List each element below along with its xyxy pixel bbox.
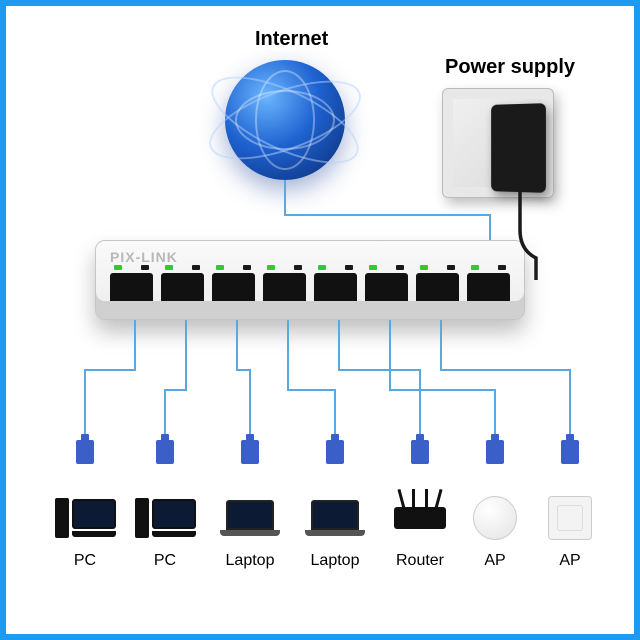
switch-port (365, 273, 408, 301)
device-label: PC (74, 552, 96, 570)
device-label: PC (154, 552, 176, 570)
internet-globe-icon (225, 60, 345, 180)
pc-icon (130, 495, 200, 540)
switch-port (263, 273, 306, 301)
ap-square-icon (535, 495, 605, 540)
device-label: Router (396, 552, 444, 570)
laptop-icon (300, 495, 370, 540)
device-label: AP (484, 552, 505, 570)
switch-port (467, 273, 510, 301)
device-label: Laptop (226, 552, 275, 570)
switch-port (416, 273, 459, 301)
switch-port (212, 273, 255, 301)
rj45-plug-icon (241, 440, 259, 464)
laptop-icon (215, 495, 285, 540)
rj45-plug-icon (76, 440, 94, 464)
rj45-plug-icon (411, 440, 429, 464)
switch-port-row (110, 273, 510, 301)
power-plug-icon (491, 103, 546, 193)
switch-port (161, 273, 204, 301)
pc-icon (50, 495, 120, 540)
router-icon (385, 495, 455, 540)
rj45-plug-icon (156, 440, 174, 464)
rj45-plug-icon (561, 440, 579, 464)
power-label: Power supply (445, 56, 575, 79)
device-label: AP (559, 552, 580, 570)
switch-brand: PIX-LINK (110, 249, 178, 265)
switch-port (110, 273, 153, 301)
switch-port (314, 273, 357, 301)
internet-label: Internet (255, 28, 328, 51)
device-label: Laptop (311, 552, 360, 570)
ap-round-icon (460, 495, 530, 540)
network-switch: PIX-LINK (95, 240, 525, 320)
rj45-plug-icon (486, 440, 504, 464)
rj45-plug-icon (326, 440, 344, 464)
